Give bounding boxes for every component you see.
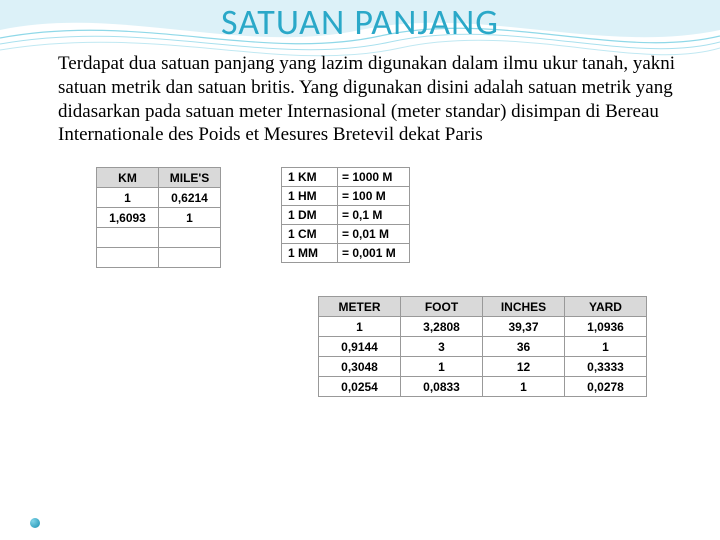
- table-cell: [97, 228, 159, 248]
- table-header: INCHES: [483, 297, 565, 317]
- metric-prefix-table: 1 KM= 1000 M1 HM= 100 M1 DM= 0,1 M1 CM= …: [281, 167, 410, 263]
- table-cell: 0,3333: [565, 357, 647, 377]
- table-cell: [159, 248, 221, 268]
- table-cell: 1: [319, 317, 401, 337]
- table-row: 10,6214: [97, 188, 221, 208]
- table-header: METER: [319, 297, 401, 317]
- table-cell: = 100 M: [338, 187, 410, 206]
- table-row: 1 KM= 1000 M: [282, 168, 410, 187]
- table-cell: 12: [483, 357, 565, 377]
- table-cell: 1: [159, 208, 221, 228]
- table-header: KM: [97, 168, 159, 188]
- table-cell: 1 KM: [282, 168, 338, 187]
- table-row: 1,60931: [97, 208, 221, 228]
- length-conversion-table: METERFOOTINCHESYARD 13,280839,371,09360,…: [318, 296, 647, 397]
- table-cell: 3: [401, 337, 483, 357]
- table-row: 1 MM= 0,001 M: [282, 244, 410, 263]
- table-cell: = 0,1 M: [338, 206, 410, 225]
- table-cell: 1: [565, 337, 647, 357]
- table-cell: = 1000 M: [338, 168, 410, 187]
- table-cell: 1: [97, 188, 159, 208]
- table-row: 1 CM= 0,01 M: [282, 225, 410, 244]
- table-cell: 0,3048: [319, 357, 401, 377]
- table-cell: [97, 248, 159, 268]
- table-header: YARD: [565, 297, 647, 317]
- table-cell: [159, 228, 221, 248]
- table-cell: 1,6093: [97, 208, 159, 228]
- table-header: MILE'S: [159, 168, 221, 188]
- table-row: [97, 248, 221, 268]
- table-row: 0,30481120,3333: [319, 357, 647, 377]
- top-tables-row: KMMILE'S 10,62141,60931 1 KM= 1000 M1 HM…: [0, 147, 720, 268]
- table-cell: 36: [483, 337, 565, 357]
- table-row: 1 HM= 100 M: [282, 187, 410, 206]
- table-cell: 1 HM: [282, 187, 338, 206]
- km-miles-table: KMMILE'S 10,62141,60931: [96, 167, 221, 268]
- table-row: 13,280839,371,0936: [319, 317, 647, 337]
- table-cell: 1 DM: [282, 206, 338, 225]
- table-cell: 1,0936: [565, 317, 647, 337]
- table-cell: 0,0254: [319, 377, 401, 397]
- table-cell: 0,0833: [401, 377, 483, 397]
- table-cell: 1: [483, 377, 565, 397]
- table-cell: 0,6214: [159, 188, 221, 208]
- bullet-icon: [30, 518, 40, 528]
- table-cell: 3,2808: [401, 317, 483, 337]
- body-paragraph: Terdapat dua satuan panjang yang lazim d…: [0, 44, 720, 147]
- table-row: 0,02540,083310,0278: [319, 377, 647, 397]
- table-cell: = 0,001 M: [338, 244, 410, 263]
- table-cell: = 0,01 M: [338, 225, 410, 244]
- table-cell: 1 MM: [282, 244, 338, 263]
- page-title: SATUAN PANJANG: [0, 0, 720, 44]
- table-row: 0,91443361: [319, 337, 647, 357]
- table-row: [97, 228, 221, 248]
- table-cell: 1 CM: [282, 225, 338, 244]
- table-row: 1 DM= 0,1 M: [282, 206, 410, 225]
- table-cell: 1: [401, 357, 483, 377]
- table-cell: 39,37: [483, 317, 565, 337]
- table-cell: 0,0278: [565, 377, 647, 397]
- table-header: FOOT: [401, 297, 483, 317]
- bottom-table-wrap: METERFOOTINCHESYARD 13,280839,371,09360,…: [0, 268, 720, 397]
- table-cell: 0,9144: [319, 337, 401, 357]
